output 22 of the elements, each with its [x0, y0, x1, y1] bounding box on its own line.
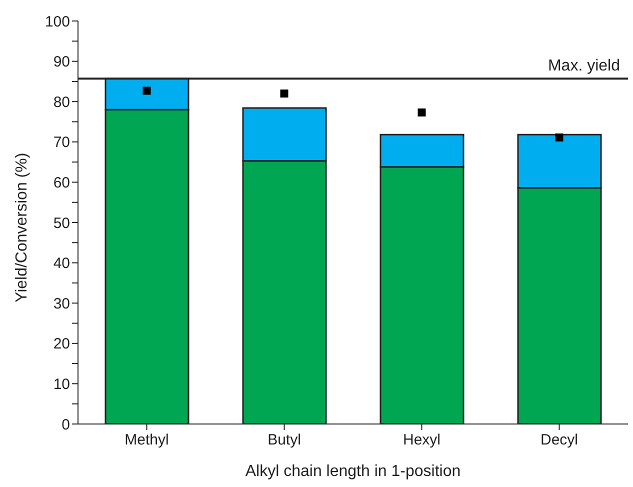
y-tick-label: 30 [53, 295, 70, 312]
y-tick-label: 50 [53, 214, 70, 232]
y-tick-label: 100 [44, 13, 70, 30]
point [418, 108, 426, 116]
y-tick-label: 10 [53, 376, 70, 394]
ref-line-label: Max. yield [548, 58, 620, 75]
x-tick-label: Butyl [268, 432, 301, 449]
point [280, 90, 288, 98]
y-axis-title: Yield/Conversion (%) [14, 152, 31, 302]
x-tick-label: Hexyl [402, 432, 441, 449]
x-axis-title: Alkyl chain length in 1-position [245, 463, 461, 480]
y-tick-label: 20 [53, 336, 70, 353]
y-tick-label: 70 [53, 134, 70, 152]
x-tick-label: Decyl [540, 432, 578, 449]
y-tick-label: 40 [53, 255, 70, 272]
x-tick-label: Methyl [124, 432, 169, 449]
y-tick-label: 80 [53, 94, 70, 111]
point [555, 133, 564, 142]
y-tick-label: 0 [62, 416, 70, 434]
y-tick-label: 90 [53, 54, 70, 71]
y-tick-label: 60 [53, 174, 70, 192]
point [142, 86, 151, 95]
